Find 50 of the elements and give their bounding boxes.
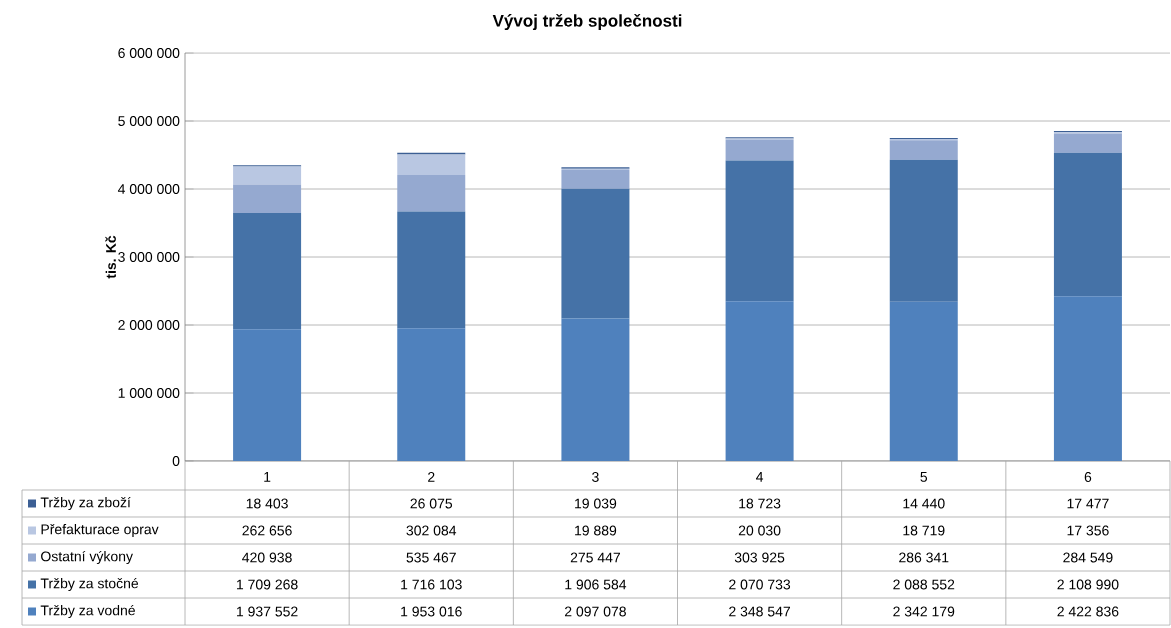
- data-label: 1 906 584: [565, 579, 627, 590]
- x-tick-label: 2: [428, 472, 435, 482]
- data-label: 275 447: [570, 552, 621, 563]
- data-label: 2 348 547: [729, 606, 791, 617]
- data-label: 19 889: [575, 525, 617, 536]
- legend-label: Tržby za zboží: [40, 496, 131, 511]
- data-label: 17 477: [1067, 498, 1109, 509]
- data-label: 420 938: [242, 552, 292, 563]
- y-tick-label: 6 000 000: [118, 48, 180, 58]
- data-label: 2 342 179: [893, 606, 955, 617]
- legend-label: Přefakturace oprav: [41, 523, 159, 538]
- x-tick-label: 5: [920, 472, 928, 482]
- legend-label: Ostatní výkony: [41, 550, 133, 565]
- data-label: 1 716 103: [401, 579, 462, 590]
- data-label: 19 039: [575, 498, 617, 509]
- data-label: 284 549: [1063, 552, 1113, 563]
- data-label: 262 656: [242, 525, 292, 536]
- y-tick-label: 5 000 000: [118, 116, 180, 126]
- legend-label: Tržby za stočné: [40, 577, 139, 592]
- data-label: 18 403: [246, 498, 288, 509]
- y-tick-label: 4 000 000: [117, 184, 180, 194]
- data-label: 18 723: [739, 498, 781, 509]
- data-label: 18 719: [903, 525, 945, 536]
- data-label: 20 030: [738, 525, 781, 536]
- data-label: 1 937 552: [237, 606, 298, 617]
- legend-label: Tržby za vodné: [40, 604, 135, 619]
- data-label: 26 075: [410, 498, 453, 509]
- data-label: 17 356: [1067, 525, 1109, 536]
- data-label: 535 467: [406, 552, 456, 563]
- x-tick-label: 1: [264, 472, 271, 482]
- data-label: 2 070 733: [729, 579, 791, 590]
- data-label: 302 084: [406, 525, 457, 536]
- data-label: 1 953 016: [401, 606, 462, 617]
- data-label: 2 097 078: [564, 606, 626, 617]
- data-label: 2 108 990: [1057, 579, 1119, 590]
- data-label: 2 422 836: [1057, 606, 1119, 617]
- y-tick-label: 2 000 000: [118, 320, 180, 330]
- chart-title: Vývoj tržeb společnosti: [492, 13, 682, 31]
- x-tick-label: 4: [756, 472, 764, 482]
- x-tick-label: 6: [1084, 472, 1092, 482]
- data-label: 14 440: [903, 498, 945, 509]
- y-tick-label: 1 000 000: [118, 388, 180, 398]
- y-axis-title: tis. Kč: [105, 235, 116, 279]
- data-label: 286 341: [899, 552, 949, 563]
- data-label: 2 088 552: [893, 579, 955, 590]
- x-tick-label: 3: [592, 472, 599, 482]
- y-tick-label: 3 000 000: [118, 252, 180, 262]
- y-tick-label: 0: [172, 456, 180, 466]
- data-label: 1 709 268: [237, 579, 298, 590]
- data-label: 303 925: [734, 552, 785, 563]
